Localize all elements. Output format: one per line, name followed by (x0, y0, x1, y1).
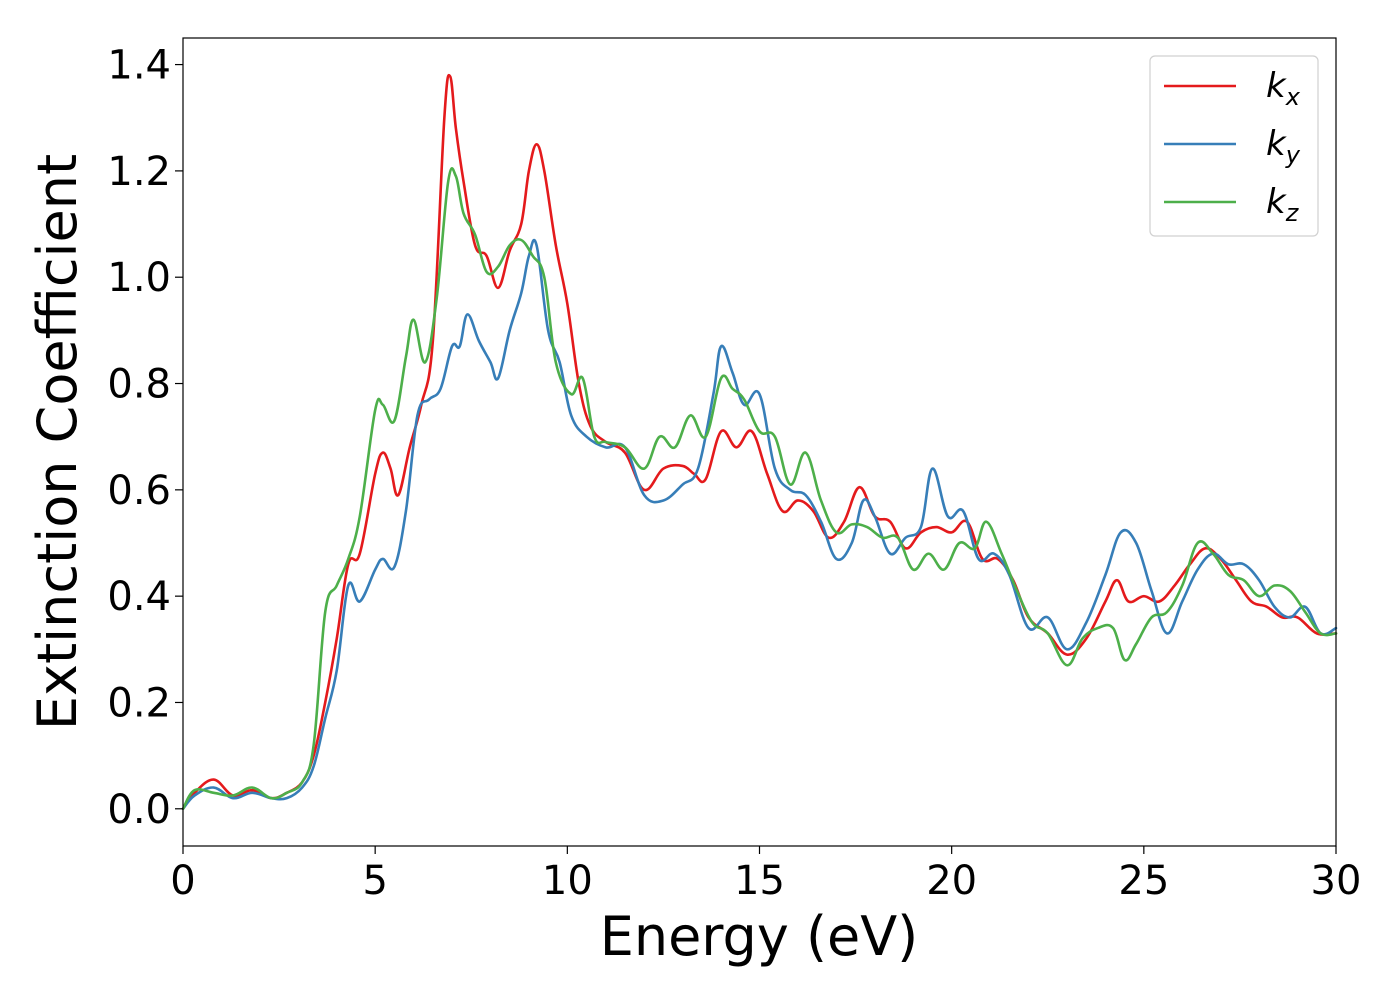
x-axis-title: Energy (eV) (600, 905, 919, 968)
y-tick-label: 0.4 (107, 574, 171, 620)
legend-box (1149, 55, 1319, 237)
y-axis-title: Extinction Coefficient (26, 154, 89, 730)
y-tick-label: 1.2 (107, 149, 171, 195)
x-tick-label: 30 (1311, 858, 1362, 904)
x-tick-label: 0 (170, 858, 195, 904)
x-axis-ticks: 0 5 10 15 20 25 30 (170, 846, 1361, 904)
y-tick-label: 0.2 (107, 680, 171, 726)
x-tick-label: 15 (734, 858, 785, 904)
y-tick-label: 0.8 (107, 362, 171, 408)
x-tick-label: 25 (1118, 858, 1169, 904)
y-tick-label: 0.6 (107, 468, 171, 514)
legend-label-k_z: kz (1266, 182, 1300, 227)
legend-label-k_y: ky (1266, 124, 1301, 169)
series-line-k_z (181, 167, 1338, 811)
series-line-k_y (181, 238, 1338, 811)
series-line-k_x (181, 73, 1338, 811)
series-lines (181, 73, 1338, 811)
y-tick-label: 0.0 (107, 787, 171, 833)
x-tick-label: 10 (542, 858, 593, 904)
y-tick-label: 1.0 (107, 255, 171, 301)
legend-label-k_x: kx (1266, 66, 1301, 111)
x-tick-label: 5 (362, 858, 387, 904)
plot-area (183, 38, 1336, 846)
y-axis-ticks: 0.0 0.2 0.4 0.6 0.8 1.0 1.2 1.4 (107, 43, 183, 833)
x-tick-label: 20 (926, 858, 977, 904)
y-tick-label: 1.4 (107, 43, 171, 89)
legend: kx ky kz (1149, 55, 1319, 237)
